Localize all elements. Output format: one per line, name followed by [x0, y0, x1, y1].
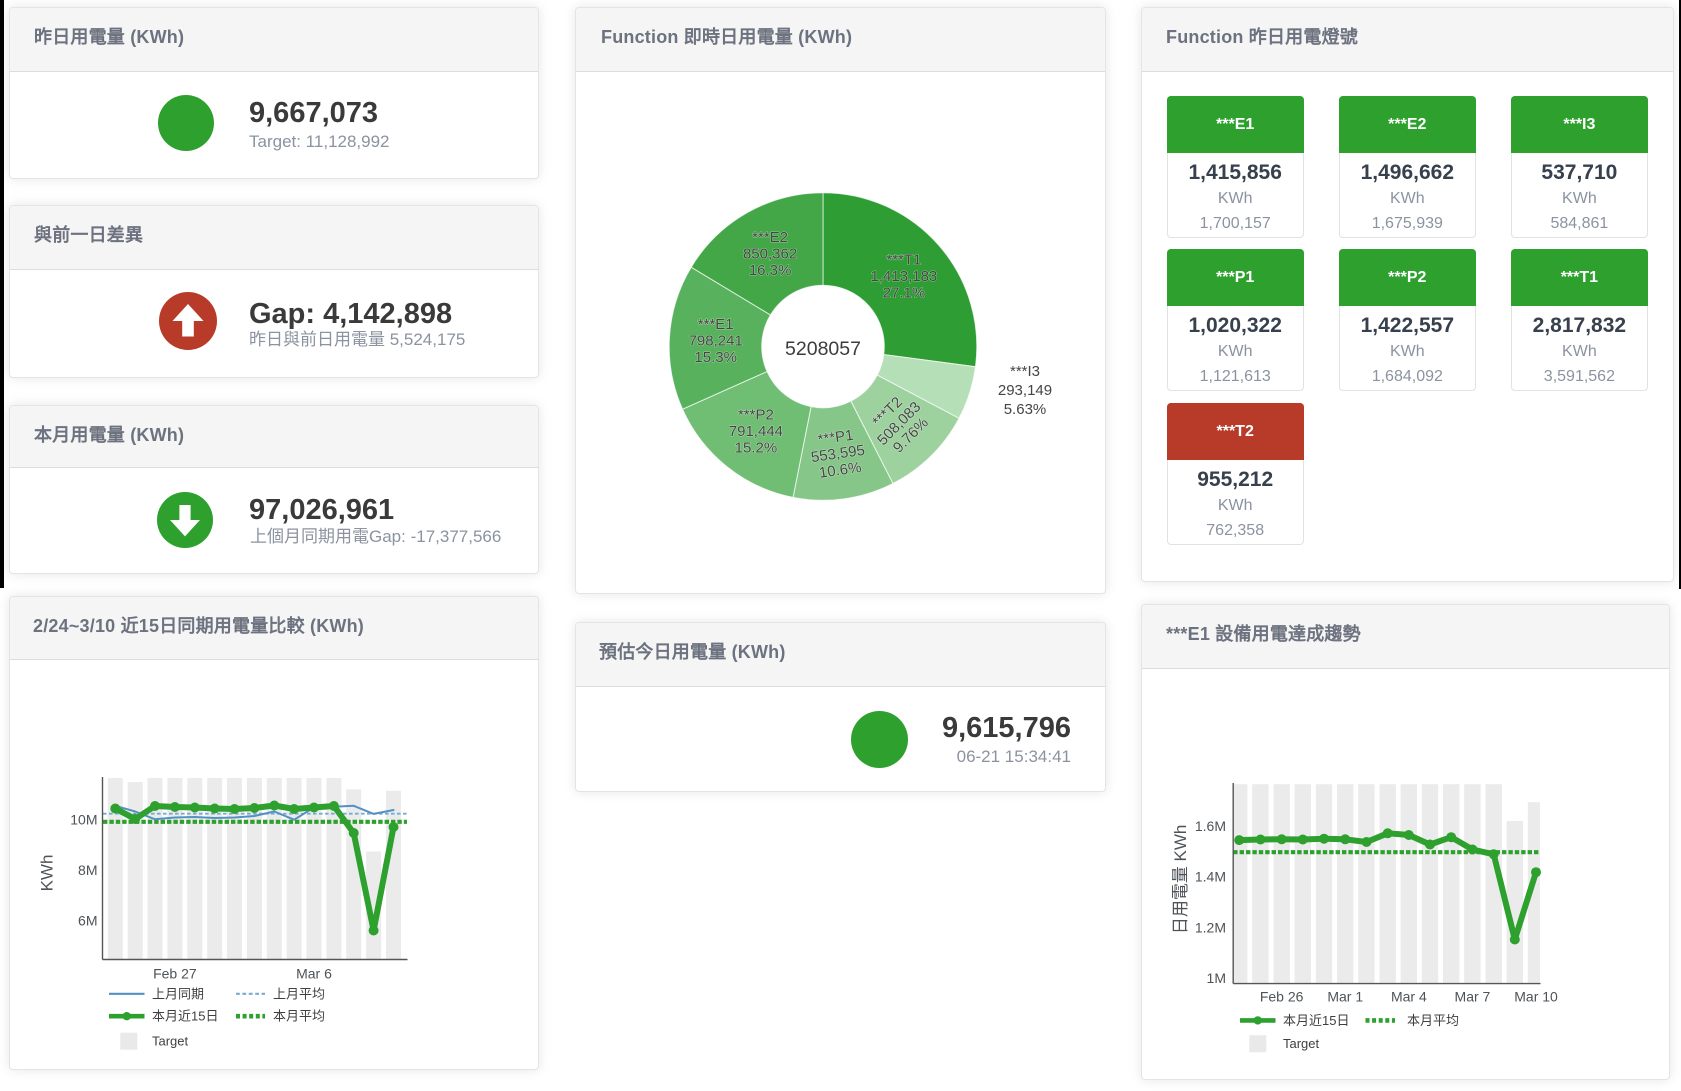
svg-text:10M: 10M	[70, 812, 97, 828]
svg-text:KWh: KWh	[38, 855, 57, 892]
svg-text:Mar 7: Mar 7	[1455, 989, 1491, 1005]
svg-text:1.2M: 1.2M	[1195, 919, 1226, 935]
svg-text:Mar 4: Mar 4	[1391, 989, 1427, 1005]
svg-text:***E2: ***E2	[752, 229, 788, 246]
svg-text:1M: 1M	[1207, 970, 1226, 986]
svg-text:1.4M: 1.4M	[1195, 869, 1226, 885]
svg-text:上月同期: 上月同期	[152, 986, 204, 1001]
svg-text:***P1: ***P1	[817, 427, 855, 449]
svg-text:5208057: 5208057	[785, 338, 861, 360]
svg-text:15.3%: 15.3%	[694, 349, 737, 366]
svg-text:15.2%: 15.2%	[735, 440, 778, 457]
svg-text:Mar 1: Mar 1	[1327, 989, 1363, 1005]
svg-text:Mar 6: Mar 6	[296, 966, 332, 982]
svg-text:上月平均: 上月平均	[273, 986, 325, 1001]
svg-text:5.63%: 5.63%	[1004, 401, 1047, 418]
svg-text:日用電量 KWh: 日用電量 KWh	[1171, 825, 1190, 935]
svg-text:16.3%: 16.3%	[749, 262, 792, 279]
svg-text:1,413,183: 1,413,183	[871, 268, 938, 285]
svg-text:***T1: ***T1	[886, 252, 921, 269]
svg-text:本月平均: 本月平均	[1407, 1013, 1459, 1028]
svg-text:798,241: 798,241	[689, 333, 743, 350]
svg-text:1.6M: 1.6M	[1195, 818, 1226, 834]
svg-text:Mar 10: Mar 10	[1514, 989, 1558, 1005]
svg-text:293,149: 293,149	[998, 382, 1052, 399]
svg-text:***E1: ***E1	[698, 316, 734, 333]
svg-text:***P2: ***P2	[738, 407, 774, 424]
svg-text:本月近15日: 本月近15日	[1283, 1013, 1349, 1028]
svg-text:Feb 27: Feb 27	[153, 966, 197, 982]
svg-text:6M: 6M	[78, 913, 97, 929]
svg-text:27.1%: 27.1%	[883, 285, 926, 302]
svg-text:本月平均: 本月平均	[273, 1009, 325, 1024]
svg-text:8M: 8M	[78, 862, 97, 878]
svg-text:791,444: 791,444	[729, 423, 783, 440]
svg-text:本月近15日: 本月近15日	[152, 1009, 218, 1024]
svg-text:***I3: ***I3	[1010, 363, 1040, 380]
svg-text:Target: Target	[152, 1034, 189, 1049]
svg-text:Target: Target	[1283, 1036, 1320, 1051]
svg-text:10.6%: 10.6%	[818, 459, 862, 482]
svg-text:Feb 26: Feb 26	[1260, 989, 1304, 1005]
svg-text:850,362: 850,362	[743, 245, 797, 262]
